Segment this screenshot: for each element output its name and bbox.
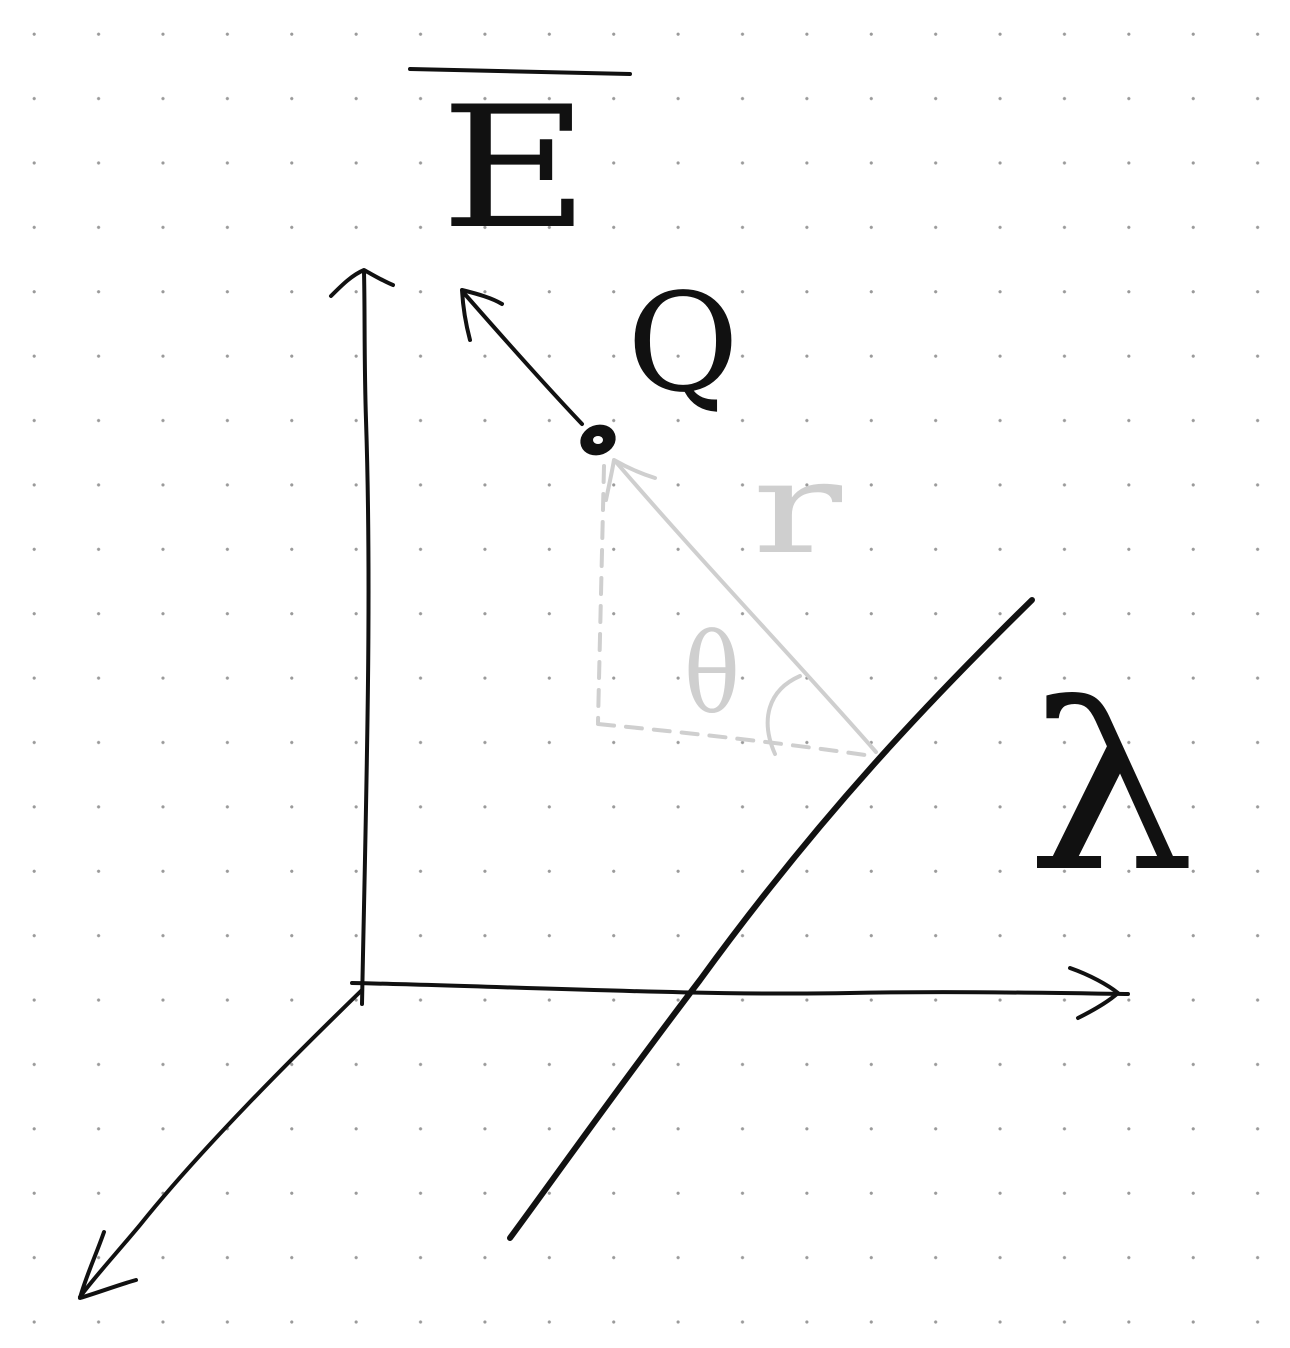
vertical-dashed-line [596,464,606,724]
electric-field-vector [460,288,584,426]
point-charge [580,424,616,456]
coordinate-axes [78,268,1130,1300]
position-vector-r [614,460,878,754]
point-charge-dot-hole [593,436,603,444]
charge-label: Q [627,265,739,423]
x-axis-arrowhead [1068,966,1120,1020]
line-charge [507,597,1035,1241]
position-vector-arrowhead [604,458,657,502]
labels: E Q r θ λ [408,67,1196,923]
y-axis-arrowhead [78,1230,138,1300]
field-arrowhead [460,288,504,342]
y-axis [78,988,364,1299]
angle-label: θ [684,610,740,738]
horizontal-dashed-line [596,722,874,758]
construction-lines [596,458,878,758]
field-label: E [440,70,590,266]
x-axis [350,981,1130,996]
field-arrow-shaft [461,290,584,426]
z-axis [360,270,371,1006]
angle-arc [765,674,802,756]
line-charge-label: λ [1026,656,1196,923]
vector-bar [408,67,632,76]
z-axis-arrowhead [329,268,395,298]
distance-label: r [752,434,843,583]
